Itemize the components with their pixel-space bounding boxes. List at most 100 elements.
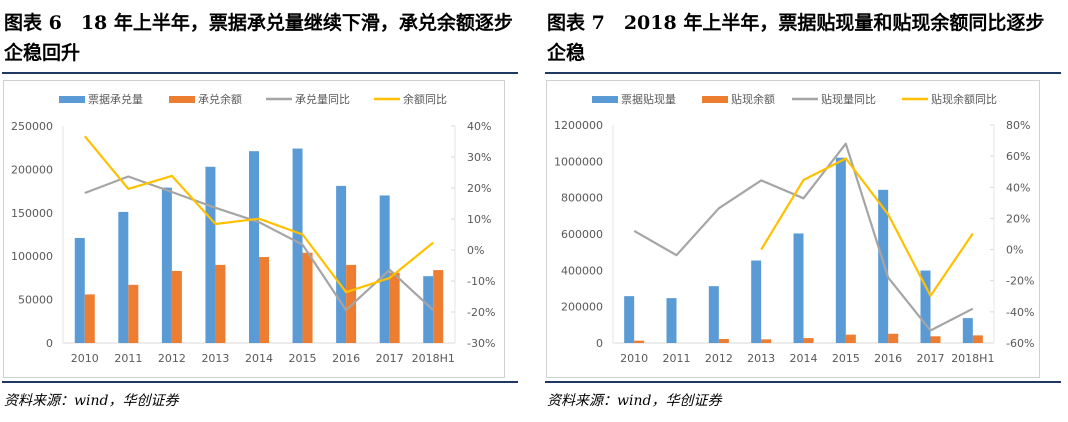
bar-balance	[803, 338, 814, 343]
y-tick-label: 1200000	[554, 119, 603, 132]
legend-label: 票据承兑量	[88, 92, 143, 106]
legend-label: 贴现余额同比	[931, 92, 997, 106]
bar-balance	[215, 264, 226, 343]
figure-title: 图表 6 18 年上半年，票据承兑量继续下滑，承兑余额逐步企稳回升	[4, 12, 513, 64]
x-tick-label: 2011	[663, 352, 691, 365]
y-tick-label: 250000	[11, 120, 53, 133]
legend-label: 贴现余额	[731, 92, 775, 106]
bar-volume	[74, 237, 85, 343]
y-tick-label: 800000	[561, 192, 603, 205]
bar-balance	[433, 270, 444, 343]
x-tick-label: 2016	[874, 352, 902, 365]
bar-balance	[302, 252, 313, 343]
bar-volume	[423, 276, 434, 343]
bar-balance	[845, 334, 856, 343]
legend-label: 贴现量同比	[821, 92, 876, 106]
bar-volume	[205, 166, 216, 343]
y2-tick-label: 0%	[467, 244, 484, 257]
y2-tick-label: -20%	[1006, 275, 1034, 288]
y-tick-label: 0	[46, 337, 53, 350]
bar-balance	[718, 339, 729, 343]
source-rule	[545, 381, 1061, 383]
bar-volume	[249, 151, 259, 343]
x-tick-label: 2015	[832, 352, 860, 365]
x-tick-label: 2017	[917, 352, 945, 365]
bar-volume	[835, 157, 846, 343]
line-series-1	[760, 157, 974, 297]
y-tick-label: 100000	[11, 250, 53, 263]
bar-volume	[292, 148, 303, 343]
x-tick-label: 2014	[790, 352, 818, 365]
x-tick-label: 2016	[332, 352, 360, 365]
y-tick-label: 200000	[561, 301, 603, 314]
legend-label: 余额同比	[403, 92, 447, 106]
chart-7-svg: 0 200000 400000 600000 800000 1000000 1200000 -…	[554, 92, 1034, 365]
chart-box: 0 50000 100000 150000 200000 250000 -30% -20% -1…	[3, 80, 505, 378]
chart-box: 0 200000 400000 600000 800000 1000000 1200000 -…	[546, 80, 1040, 378]
bar-volume	[118, 211, 129, 343]
x-tick-label: 2011	[114, 352, 142, 365]
legend-label: 承兑量同比	[295, 92, 350, 106]
x-tick-label: 2012	[158, 352, 186, 365]
bar-balance	[171, 270, 182, 343]
chart-6-svg: 0 50000 100000 150000 200000 250000 -30% -20% -1…	[11, 92, 495, 365]
y2-tick-label: 40%	[1006, 181, 1030, 194]
y-tick-label: 0	[596, 337, 603, 350]
legend-swatch	[59, 96, 85, 103]
legend-label: 承兑余额	[198, 92, 242, 106]
bar-balance	[634, 340, 645, 343]
x-tick-label: 2010	[71, 352, 99, 365]
bar-balance	[761, 339, 772, 343]
bar-balance	[972, 335, 983, 343]
line-series-1	[83, 135, 434, 294]
line-series-0	[633, 142, 974, 332]
bar-volume	[666, 298, 677, 343]
bar-balance	[128, 284, 139, 343]
y2-tick-label: -40%	[1006, 306, 1034, 319]
legend-swatch	[702, 96, 728, 103]
x-tick-label: 2012	[705, 352, 733, 365]
y-tick-label: 600000	[561, 228, 603, 241]
panel-chart-7: 图表 7 2018 年上半年，票据贴现量和贴现余额同比逐步企稳 0 200000 4…	[543, 0, 1068, 422]
x-tick-label: 2013	[201, 352, 229, 365]
legend-swatch	[592, 96, 618, 103]
x-tick-label: 2017	[376, 352, 404, 365]
x-tick-label: 2014	[245, 352, 273, 365]
y2-tick-label: -10%	[467, 275, 495, 288]
bar-volume	[624, 296, 635, 343]
y-tick-label: 1000000	[554, 155, 603, 168]
y2-tick-label: 60%	[1006, 150, 1030, 163]
y2-tick-label: 10%	[467, 213, 491, 226]
bar-volume	[920, 270, 931, 343]
bar-volume	[878, 189, 889, 343]
y2-tick-label: -30%	[467, 337, 495, 350]
x-tick-label: 2018H1	[412, 352, 455, 365]
y2-tick-label: 20%	[1006, 212, 1030, 225]
y-tick-label: 200000	[11, 163, 53, 176]
source-note: 资料来源：wind，华创证券	[4, 393, 179, 409]
bar-volume	[708, 286, 719, 343]
bar-volume	[336, 185, 347, 343]
x-tick-label: 2013	[747, 352, 775, 365]
x-tick-label: 2015	[289, 352, 317, 365]
bar-volume	[793, 233, 804, 343]
y-tick-label: 400000	[561, 264, 603, 277]
legend-swatch	[169, 96, 195, 103]
bar-volume	[379, 195, 390, 343]
panel-chart-6: 图表 6 18 年上半年，票据承兑量继续下滑，承兑余额逐步企稳回升 0 50000…	[0, 0, 525, 422]
x-tick-label: 2010	[620, 352, 648, 365]
bar-volume	[751, 260, 762, 343]
source-rule	[2, 381, 518, 383]
y2-tick-label: 40%	[467, 120, 491, 133]
y-tick-label: 50000	[18, 294, 53, 307]
legend-label: 票据贴现量	[621, 92, 676, 106]
y2-tick-label: -20%	[467, 306, 495, 319]
y2-tick-label: 80%	[1006, 119, 1030, 132]
title-rule	[2, 72, 518, 74]
y2-tick-label: -60%	[1006, 337, 1034, 350]
bar-volume	[962, 318, 973, 343]
bar-balance	[346, 264, 357, 343]
title-rule	[545, 72, 1061, 74]
bar-volume	[161, 187, 172, 343]
y2-tick-label: 0%	[1006, 244, 1023, 257]
